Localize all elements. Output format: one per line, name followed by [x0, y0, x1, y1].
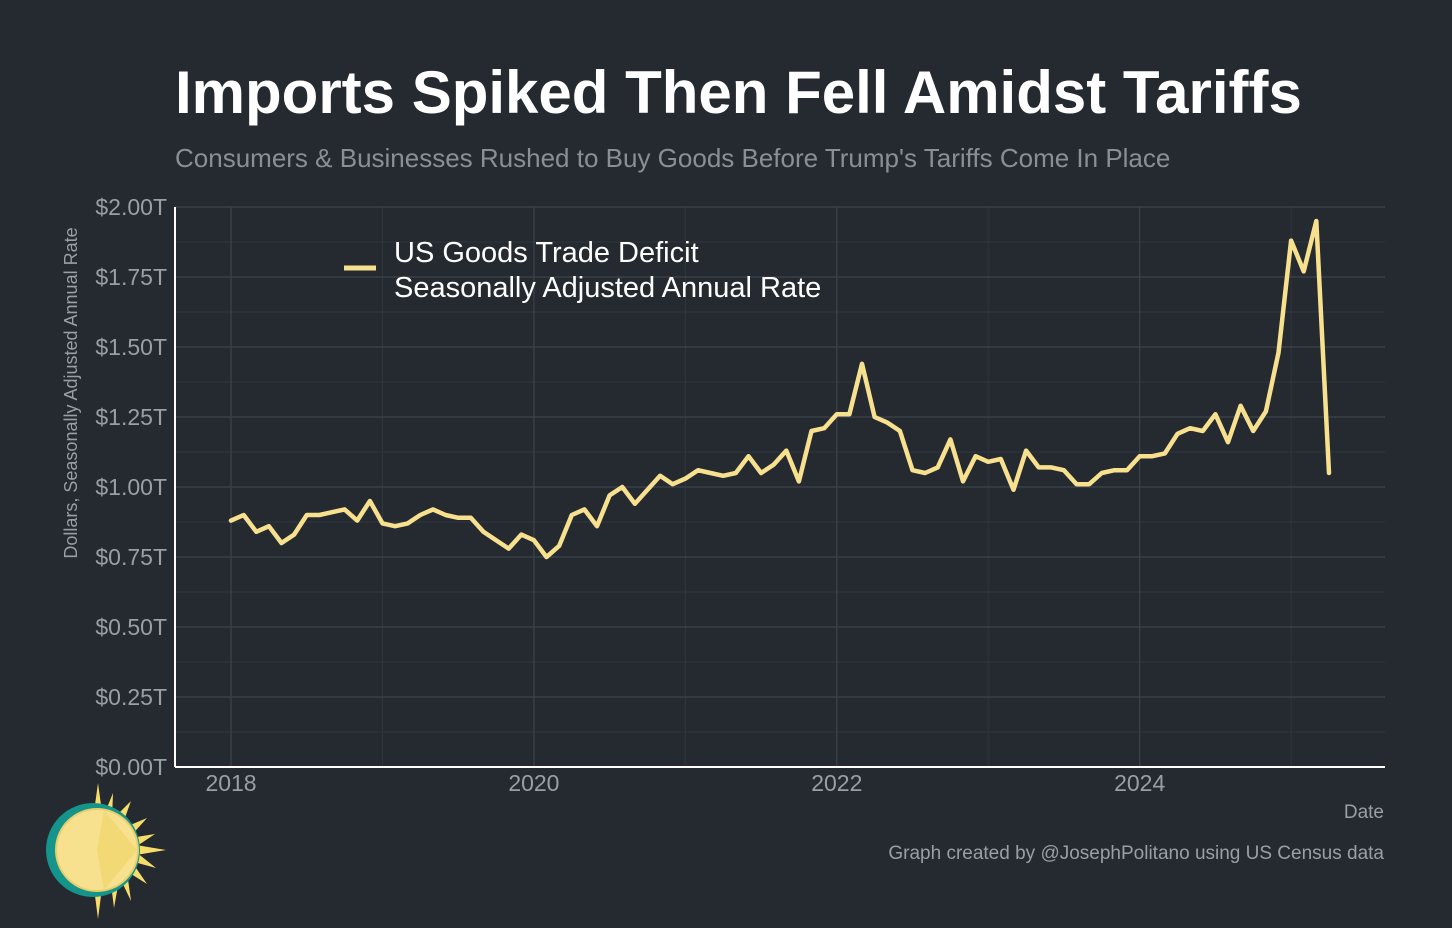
chart-subtitle: Consumers & Businesses Rushed to Buy Goo… — [175, 143, 1170, 173]
y-axis-ticks: $0.00T $0.25T $0.50T $0.75T $1.00T $1.25T $1.5… — [95, 194, 167, 780]
y-tick-label: $1.75T — [95, 264, 167, 290]
axes — [174, 207, 1385, 768]
series-line-trade-deficit — [228, 218, 1332, 560]
y-axis-title: Dollars, Seasonally Adjusted Annual Rate — [61, 227, 81, 558]
chart-title: Imports Spiked Then Fell Amidst Tariffs — [175, 59, 1302, 126]
x-axis-ticks: 2018 2020 2022 2024 — [205, 770, 1165, 796]
x-tick-label: 2018 — [205, 770, 256, 796]
legend-label-line2: Seasonally Adjusted Annual Rate — [394, 272, 821, 304]
x-tick-label: 2020 — [508, 770, 559, 796]
x-tick-label: 2024 — [1114, 770, 1165, 796]
y-tick-label: $1.25T — [95, 404, 167, 430]
legend: US Goods Trade Deficit Seasonally Adjust… — [344, 237, 821, 304]
y-tick-label: $0.00T — [95, 754, 167, 780]
series-group — [228, 218, 1332, 560]
sun-logo-icon — [46, 783, 166, 919]
x-axis-title: Date — [1344, 802, 1384, 823]
y-tick-label: $1.00T — [95, 474, 167, 500]
legend-label-line1: US Goods Trade Deficit — [394, 237, 699, 269]
x-tick-label: 2022 — [811, 770, 862, 796]
y-tick-label: $2.00T — [95, 194, 167, 220]
y-tick-label: $1.50T — [95, 334, 167, 360]
y-tick-label: $0.25T — [95, 684, 167, 710]
y-tick-label: $0.75T — [95, 544, 167, 570]
source-caption: Graph created by @JosephPolitano using U… — [888, 843, 1384, 864]
y-tick-label: $0.50T — [95, 614, 167, 640]
